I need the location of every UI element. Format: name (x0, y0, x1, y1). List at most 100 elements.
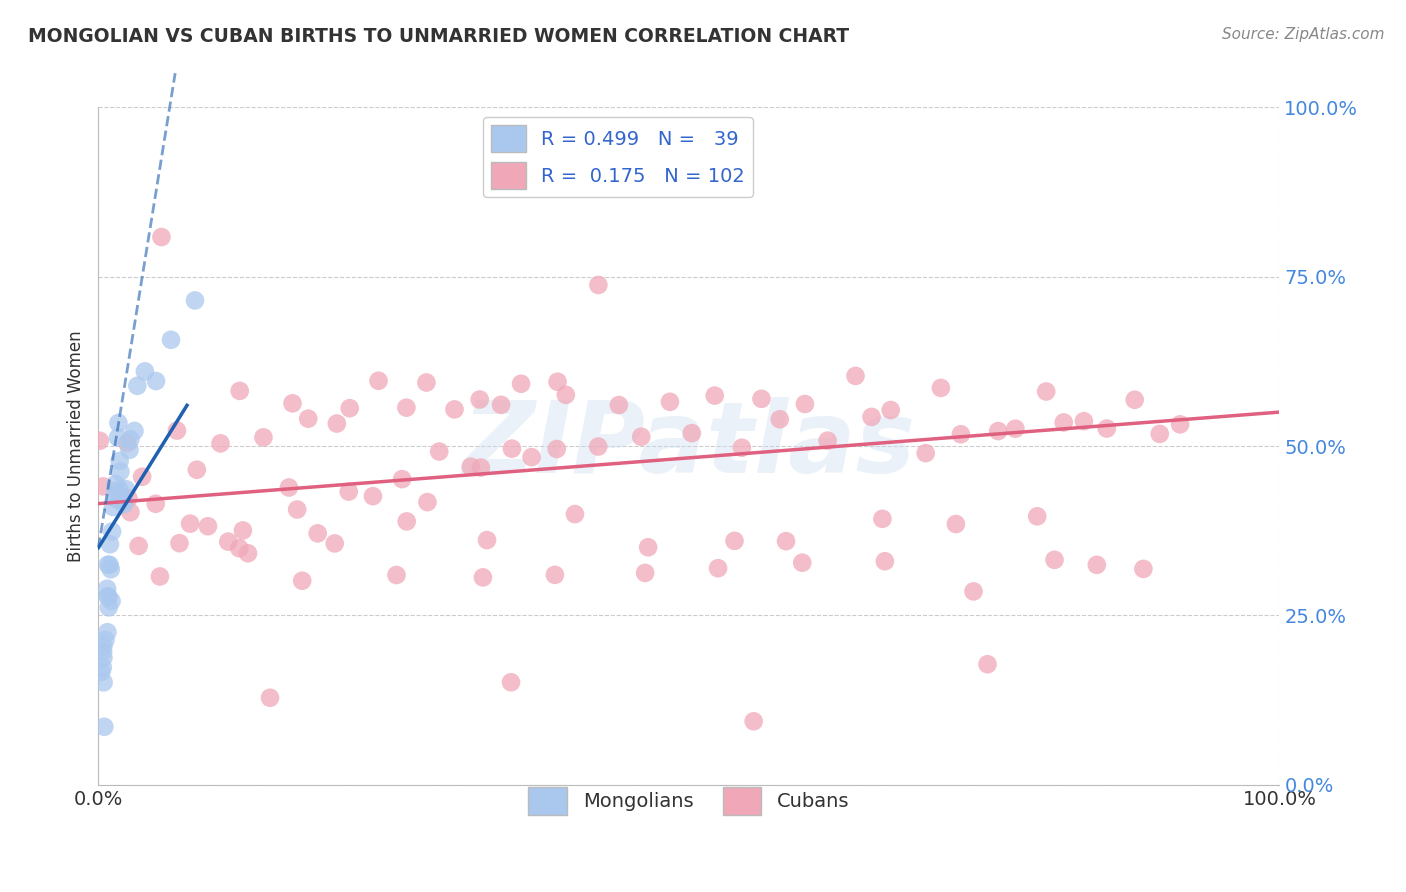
Point (108, 454, 131, 468)
Point (108, 489, 131, 503)
Point (607, 398, 630, 412)
Point (547, 375, 569, 389)
Point (128, 539, 150, 553)
Point (107, 431, 129, 445)
Point (228, 541, 250, 556)
Point (769, 412, 792, 426)
Point (1043, 553, 1066, 567)
Point (586, 440, 609, 454)
Point (554, 388, 576, 402)
Point (160, 333, 183, 347)
Point (281, 396, 304, 410)
Point (775, 534, 797, 549)
Point (104, 477, 127, 491)
Point (962, 584, 984, 599)
Point (385, 568, 408, 582)
Text: Source: ZipAtlas.com: Source: ZipAtlas.com (1222, 27, 1385, 42)
Point (1168, 417, 1191, 432)
Point (337, 484, 360, 499)
Point (145, 497, 167, 511)
Point (630, 430, 652, 444)
Point (217, 534, 239, 549)
Point (150, 230, 173, 244)
Point (124, 424, 146, 438)
Point (120, 505, 142, 519)
Point (323, 536, 346, 550)
Point (131, 469, 153, 483)
Point (166, 424, 188, 438)
Point (415, 376, 437, 390)
Text: ZIPatlas: ZIPatlas (463, 398, 915, 494)
Point (510, 376, 533, 391)
Point (817, 434, 839, 448)
Point (637, 541, 659, 555)
Point (112, 497, 135, 511)
Point (1053, 416, 1076, 430)
Point (108, 483, 131, 497)
Point (91, 660, 114, 674)
Point (259, 690, 281, 705)
Point (742, 714, 765, 729)
Point (91, 645, 114, 659)
Point (115, 482, 138, 496)
Point (520, 450, 543, 464)
Point (291, 574, 314, 588)
Point (1035, 384, 1057, 399)
Point (703, 388, 725, 402)
Point (1095, 421, 1118, 435)
Point (564, 507, 586, 521)
Point (731, 441, 754, 455)
Point (475, 533, 498, 547)
Point (395, 515, 418, 529)
Point (100, 562, 122, 576)
Point (1149, 426, 1171, 441)
Point (252, 430, 274, 444)
Point (197, 519, 219, 533)
Point (93, 639, 115, 653)
Point (367, 374, 389, 388)
Point (395, 401, 418, 415)
Point (681, 426, 703, 441)
Point (949, 427, 972, 442)
Point (793, 397, 815, 411)
Point (751, 392, 773, 406)
Point (96, 582, 118, 596)
Point (844, 368, 866, 383)
Point (1085, 558, 1108, 572)
Point (792, 556, 814, 570)
Point (101, 524, 124, 539)
Point (100, 594, 122, 608)
Point (236, 546, 259, 560)
Point (96, 625, 118, 640)
Point (107, 416, 129, 430)
Point (707, 561, 730, 575)
Point (93, 650, 115, 665)
Point (97, 590, 120, 604)
Point (723, 533, 745, 548)
Point (658, 394, 681, 409)
Point (880, 403, 903, 417)
Legend: Mongolians, Cubans: Mongolians, Cubans (520, 780, 858, 822)
Point (499, 675, 522, 690)
Point (468, 392, 491, 407)
Point (588, 277, 610, 292)
Point (228, 384, 250, 398)
Point (1123, 392, 1146, 407)
Point (98, 537, 121, 551)
Point (471, 570, 494, 584)
Point (118, 442, 141, 457)
Point (104, 484, 127, 499)
Point (987, 424, 1010, 438)
Point (470, 460, 492, 475)
Point (149, 569, 172, 583)
Point (544, 567, 567, 582)
Point (184, 293, 207, 308)
Point (872, 512, 894, 526)
Point (110, 465, 132, 479)
Point (117, 436, 139, 450)
Point (127, 379, 149, 393)
Point (860, 409, 883, 424)
Point (285, 502, 308, 516)
Point (501, 442, 523, 456)
Point (297, 411, 319, 425)
